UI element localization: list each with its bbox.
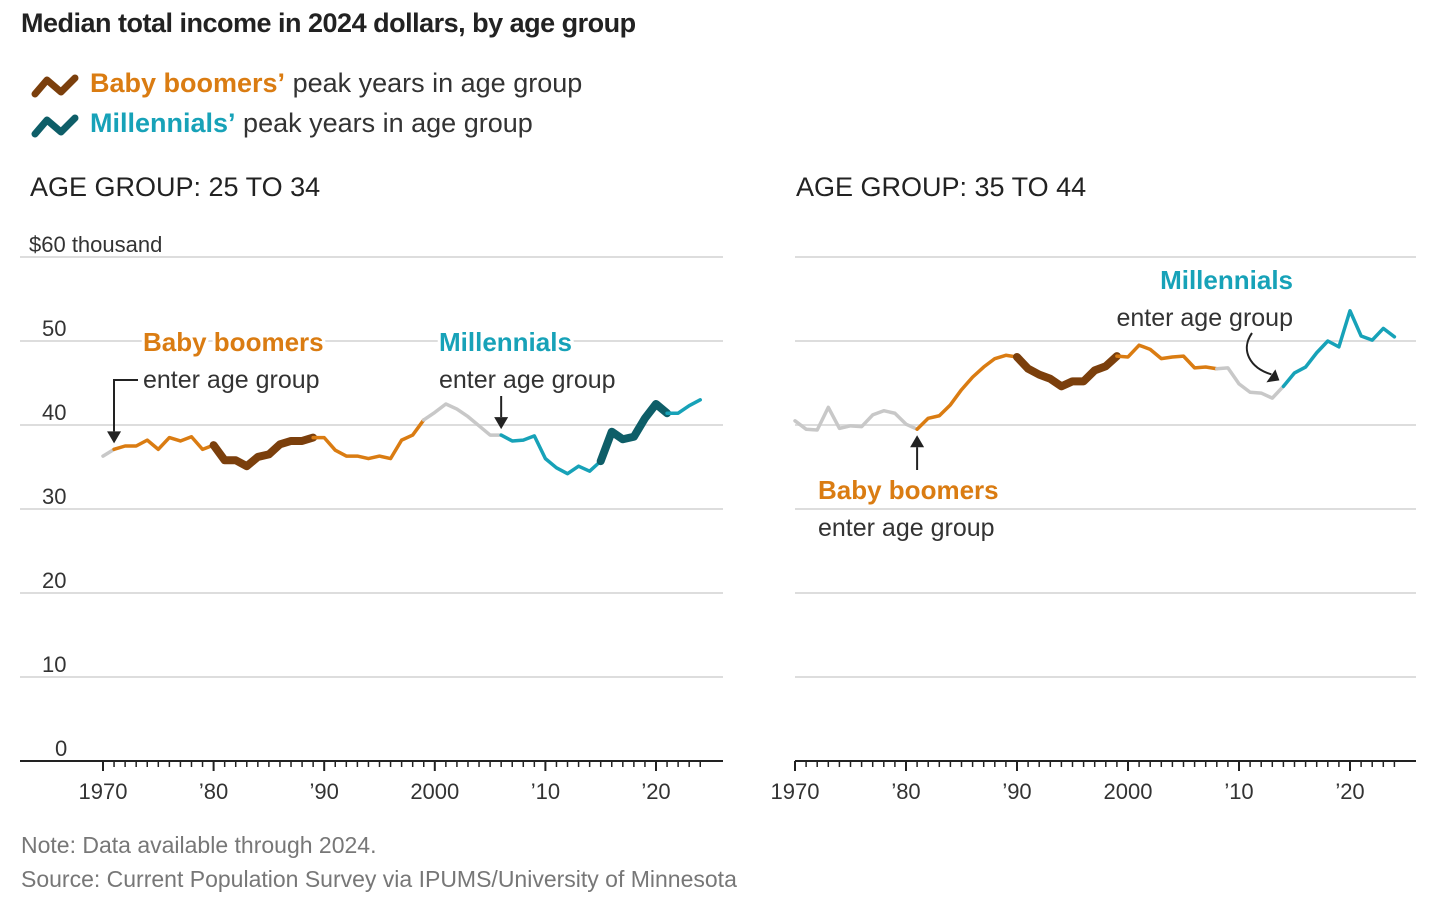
x-tick-label: ’10 — [1224, 779, 1253, 804]
annotation-head: Baby boomers — [143, 327, 324, 357]
panel-title: AGE GROUP: 25 TO 34 — [30, 172, 320, 202]
x-tick-label: ’80 — [891, 779, 920, 804]
x-tick-label: ’80 — [199, 779, 228, 804]
note-text: Note: Data available through 2024. — [21, 832, 377, 858]
x-tick-label: 1970 — [79, 779, 128, 804]
series-line-brown — [209, 433, 318, 471]
y-tick-label: 20 — [42, 568, 66, 593]
series-line-orange — [112, 435, 216, 452]
annotation-leader — [1245, 332, 1272, 376]
millennial-swatch-icon — [31, 114, 79, 138]
x-tick-label: 1970 — [771, 779, 820, 804]
y-tick-label: $60 thousand — [29, 232, 162, 257]
annotation-text: enter age group — [143, 366, 320, 394]
arrow-icon — [910, 435, 925, 448]
series-line-teal — [1281, 309, 1397, 389]
series-line-gray — [421, 402, 503, 437]
legend-millennials-name: Millennials’ — [90, 108, 236, 138]
legend-boomers-name: Baby boomers’ — [90, 68, 286, 98]
x-tick-label: 2000 — [410, 779, 459, 804]
series-line-gray — [101, 447, 116, 458]
y-tick-label: 0 — [55, 736, 67, 761]
panel-title: AGE GROUP: 35 TO 44 — [796, 172, 1086, 202]
y-tick-label: 50 — [42, 316, 66, 341]
annotation-text: enter age group — [439, 366, 616, 394]
annotation-head: Millennials — [1160, 265, 1293, 295]
x-tick-label: ’10 — [531, 779, 560, 804]
boomer-swatch-icon — [31, 74, 79, 98]
arrow-icon — [107, 431, 122, 444]
x-tick-label: ’90 — [1002, 779, 1031, 804]
series-line-darkteal — [596, 400, 672, 466]
legend-boomers: Baby boomers’ peak years in age group — [30, 68, 582, 100]
series-line-teal — [665, 398, 702, 415]
x-tick-label: 2000 — [1104, 779, 1153, 804]
series-line-gray — [1215, 366, 1286, 400]
chart-title: Median total income in 2024 dollars, by … — [21, 8, 636, 38]
series-line-orange — [311, 418, 426, 461]
series-line-orange — [915, 353, 1019, 431]
annotation-head: Millennials — [439, 327, 572, 357]
annotation-text: enter age group — [1116, 304, 1293, 332]
series-line-gray — [793, 405, 919, 432]
y-tick-label: 10 — [42, 652, 66, 677]
series-line-orange — [1115, 343, 1219, 371]
arrow-icon — [1266, 369, 1280, 383]
arrow-icon — [494, 417, 509, 430]
legend-boomers-suffix: peak years in age group — [285, 68, 583, 98]
legend-millennials: Millennials’ peak years in age group — [30, 108, 533, 140]
source-text: Source: Current Population Survey via IP… — [21, 866, 737, 892]
notes: Note: Data available through 2024. Sourc… — [21, 828, 737, 896]
x-tick-label: ’90 — [310, 779, 339, 804]
x-tick-label: ’20 — [641, 779, 670, 804]
y-tick-label: 40 — [42, 400, 66, 425]
annotation-head: Baby boomers — [818, 475, 999, 505]
x-tick-label: ’20 — [1335, 779, 1364, 804]
annotation-text: enter age group — [818, 514, 995, 542]
y-tick-label: 30 — [42, 484, 66, 509]
annotation-leader — [113, 379, 138, 432]
legend-millennials-suffix: peak years in age group — [235, 108, 533, 138]
series-line-brown — [1013, 352, 1121, 391]
series-line-teal — [499, 433, 603, 476]
